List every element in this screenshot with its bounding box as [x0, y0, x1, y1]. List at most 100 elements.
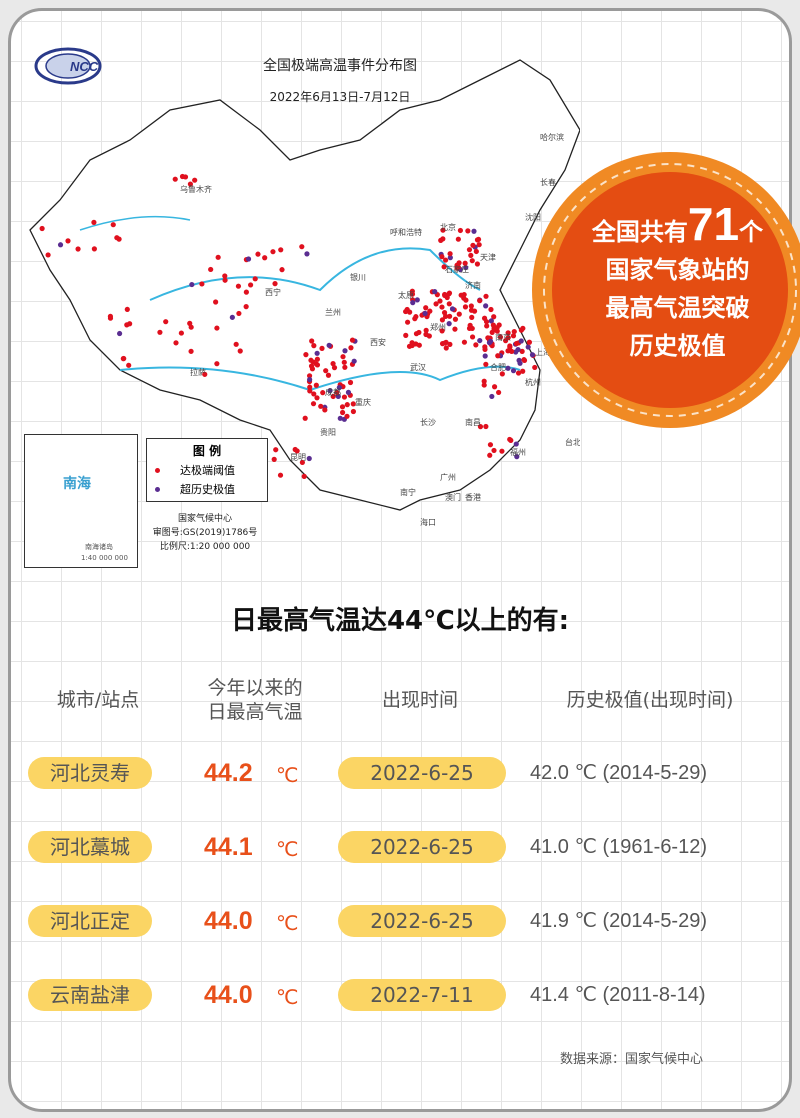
city-label: 呼和浩特 [390, 227, 422, 237]
station-dot [461, 339, 468, 345]
station-dot [310, 401, 317, 407]
station-dot [245, 256, 252, 262]
station-dot [340, 354, 346, 360]
city-label: 乌鲁木齐 [180, 184, 212, 194]
station-dot [423, 331, 429, 337]
station-dot [306, 373, 313, 379]
station-dot [517, 360, 523, 366]
station-dot [468, 307, 475, 313]
station-dot [483, 293, 489, 299]
city-label: 拉萨 [190, 367, 206, 377]
station-dot [107, 315, 114, 321]
station-dot [468, 252, 474, 259]
station-dot [513, 441, 519, 447]
station-dot [110, 222, 116, 228]
station-dot [309, 366, 316, 372]
station-dot [423, 305, 429, 311]
station-dot [65, 238, 71, 244]
station-dot [314, 356, 321, 362]
station-dot [414, 297, 420, 303]
station-dot [466, 247, 473, 253]
station-dot [311, 391, 317, 397]
station-dot [490, 322, 496, 328]
station-dot [271, 456, 277, 462]
historical-record: 42.0 ℃ (2014-5-29) [530, 762, 708, 784]
station-dot [476, 242, 482, 248]
city-label: 沈阳 [525, 212, 541, 222]
station-dot [339, 404, 346, 410]
station-dot [439, 317, 446, 323]
station-dot [243, 289, 249, 295]
city-label: 西安 [370, 337, 386, 347]
table-row: 河北正定 44.0 ℃ 2022-6-25 41.9 ℃ (2014-5-29) [0, 905, 800, 945]
station-dot [330, 393, 336, 400]
station-dot [485, 335, 491, 341]
station-dot [477, 424, 484, 430]
city-label: 北京 [440, 222, 456, 232]
city-label: 台北 [565, 437, 580, 447]
station-dot [447, 313, 453, 319]
river-nw [79, 215, 191, 231]
station-dot [157, 329, 163, 335]
station-dot [483, 303, 489, 309]
station-dot [279, 267, 285, 273]
section-heading: 日最高气温达44℃以上的有: [230, 606, 570, 636]
station-dot [437, 298, 443, 304]
station-dot [124, 306, 130, 313]
station-dot [487, 452, 493, 458]
station-dot [496, 389, 502, 396]
table-row: 云南盐津 44.0 ℃ 2022-7-11 41.4 ℃ (2011-8-14) [0, 979, 800, 1019]
station-dot [323, 368, 329, 374]
station-dot [178, 330, 184, 336]
date-pill: 2022-6-25 [338, 757, 506, 789]
station-dot [458, 292, 464, 298]
station-dot [510, 368, 517, 374]
station-dot [320, 390, 326, 396]
header-date: 出现时间 [381, 689, 458, 711]
red-dot-icon [155, 467, 160, 473]
station-dot [499, 371, 505, 377]
station-dot [314, 395, 320, 401]
station-dot [494, 328, 500, 334]
header-station: 城市/站点 [56, 689, 140, 711]
station-dot [495, 353, 501, 359]
city-label: 贵阳 [320, 427, 336, 437]
station-dot [342, 348, 348, 354]
station-dot [331, 365, 338, 371]
station-dot [189, 281, 195, 288]
station-dot [222, 273, 228, 279]
badge-prefix: 全国共有 [591, 218, 688, 246]
station-dot [292, 446, 298, 453]
legend-title: 图 例 [192, 444, 222, 458]
city-label: 上海 [535, 347, 551, 357]
legend-label: 超历史极值 [180, 483, 235, 496]
station-dot [214, 361, 220, 367]
station-dot [330, 361, 336, 367]
station-dot [452, 316, 459, 322]
station-pill: 河北藁城 [28, 831, 152, 863]
station-dot [313, 382, 319, 388]
station-dot [173, 340, 179, 346]
station-dot [439, 304, 445, 310]
station-dot [350, 401, 356, 407]
city-label: 武汉 [410, 362, 426, 372]
station-dot [306, 455, 312, 462]
station-dot [521, 357, 527, 363]
station-dot [456, 311, 462, 317]
station-dot [301, 473, 307, 479]
station-dot [273, 447, 279, 453]
city-label: 太原 [398, 290, 414, 300]
station-dot [514, 454, 520, 460]
station-dot [491, 384, 498, 390]
legend-item: 超历史极值 [155, 481, 267, 497]
station-dot [248, 282, 254, 288]
station-dot [488, 338, 494, 345]
date-pill: 2022-6-25 [338, 905, 506, 937]
station-dot [409, 291, 416, 297]
station-dot [163, 319, 169, 325]
station-dot [520, 368, 526, 374]
purple-dot-icon [155, 486, 160, 492]
station-dot [236, 310, 242, 317]
station-dot [525, 344, 531, 350]
svg-text:NCC: NCC [70, 59, 99, 74]
